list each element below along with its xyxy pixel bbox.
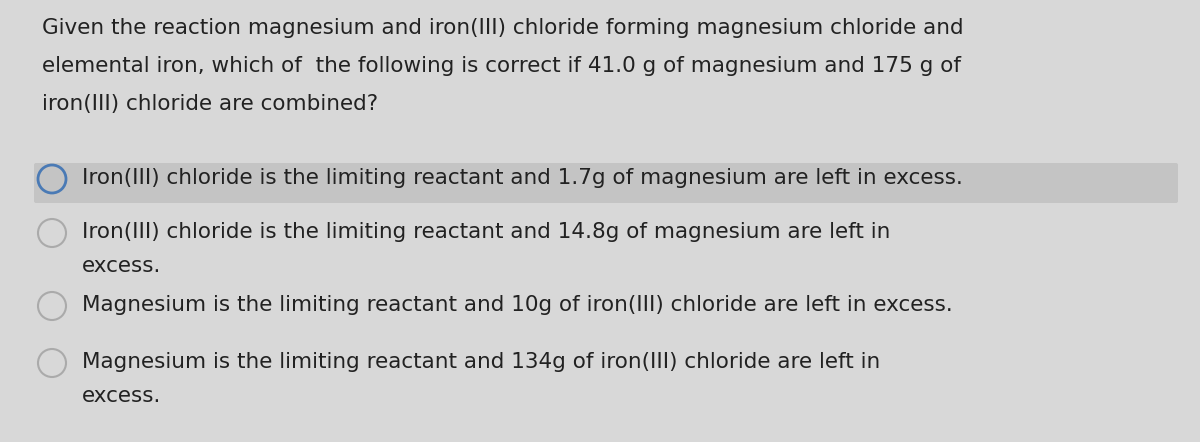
Text: elemental iron, which of  the following is correct if 41.0 g of magnesium and 17: elemental iron, which of the following i… bbox=[42, 56, 961, 76]
Text: Given the reaction magnesium and iron(III) chloride forming magnesium chloride a: Given the reaction magnesium and iron(II… bbox=[42, 18, 964, 38]
FancyBboxPatch shape bbox=[34, 163, 1178, 203]
Text: Magnesium is the limiting reactant and 134g of iron(III) chloride are left in: Magnesium is the limiting reactant and 1… bbox=[82, 352, 881, 372]
Text: excess.: excess. bbox=[82, 386, 161, 406]
Text: excess.: excess. bbox=[82, 256, 161, 276]
Text: iron(III) chloride are combined?: iron(III) chloride are combined? bbox=[42, 94, 378, 114]
Text: Magnesium is the limiting reactant and 10g of iron(III) chloride are left in exc: Magnesium is the limiting reactant and 1… bbox=[82, 295, 953, 315]
Text: Iron(III) chloride is the limiting reactant and 1.7g of magnesium are left in ex: Iron(III) chloride is the limiting react… bbox=[82, 168, 962, 188]
Text: Iron(III) chloride is the limiting reactant and 14.8g of magnesium are left in: Iron(III) chloride is the limiting react… bbox=[82, 222, 890, 242]
